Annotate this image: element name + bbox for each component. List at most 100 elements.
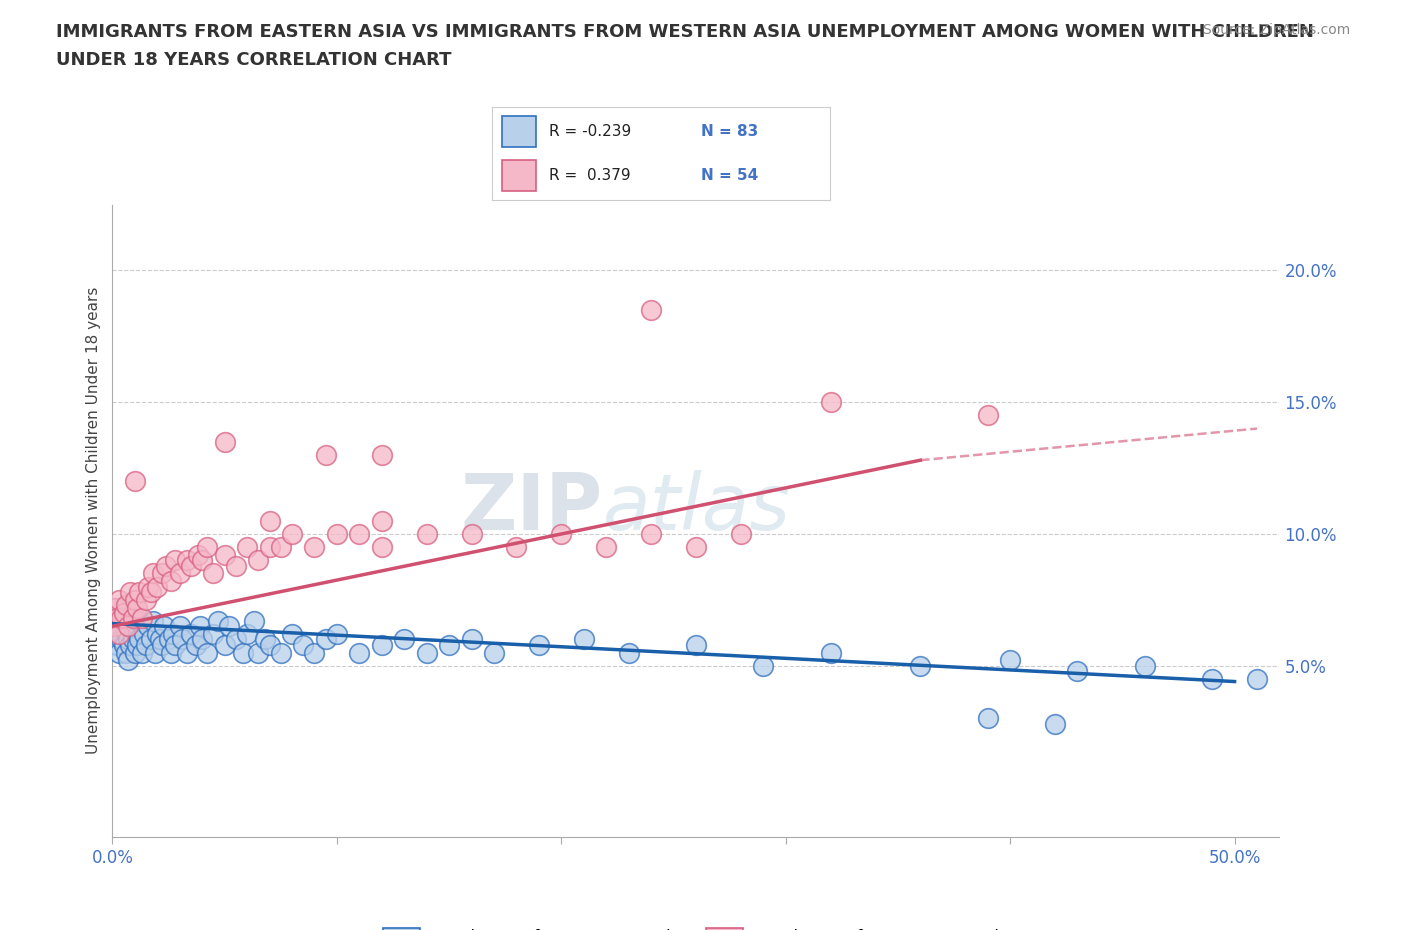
Point <box>976 711 998 726</box>
Text: N = 83: N = 83 <box>702 124 759 140</box>
Point <box>115 645 138 660</box>
Bar <box>502 160 536 191</box>
Text: IMMIGRANTS FROM EASTERN ASIA VS IMMIGRANTS FROM WESTERN ASIA UNEMPLOYMENT AMONG : IMMIGRANTS FROM EASTERN ASIA VS IMMIGRAN… <box>56 23 1315 41</box>
Point <box>572 632 595 647</box>
Point <box>104 601 127 616</box>
Point <box>121 632 143 647</box>
Point <box>976 408 998 423</box>
Text: R =  0.379: R = 0.379 <box>550 167 631 183</box>
Point <box>1043 716 1066 731</box>
Point <box>108 645 131 660</box>
Point <box>115 598 138 613</box>
Point <box>304 539 326 554</box>
Point <box>128 585 150 600</box>
Point <box>138 579 160 594</box>
Point <box>1133 658 1156 673</box>
Point <box>820 395 842 410</box>
Point <box>176 645 198 660</box>
Point <box>349 645 371 660</box>
Point <box>259 539 281 554</box>
Point <box>315 632 337 647</box>
Point <box>110 611 132 626</box>
Point <box>121 611 143 626</box>
Point <box>110 632 132 647</box>
Text: Source: ZipAtlas.com: Source: ZipAtlas.com <box>1202 23 1350 37</box>
Point <box>730 526 752 541</box>
Point <box>371 539 394 554</box>
Point <box>180 558 202 573</box>
Point <box>142 614 165 629</box>
Point <box>247 553 270 568</box>
Point <box>281 627 304 642</box>
Point <box>225 558 247 573</box>
Point <box>157 632 180 647</box>
Point <box>640 302 662 317</box>
Legend: Immigrants from Eastern Asia, Immigrants from Western Asia: Immigrants from Eastern Asia, Immigrants… <box>382 927 1010 930</box>
Point <box>120 585 142 600</box>
Point <box>1246 671 1268 686</box>
Point <box>371 447 394 462</box>
Point <box>138 618 160 633</box>
Point <box>105 637 128 652</box>
Point <box>415 645 437 660</box>
Text: N = 54: N = 54 <box>702 167 759 183</box>
Point <box>139 632 162 647</box>
Point <box>214 548 236 563</box>
Point <box>232 645 254 660</box>
Point <box>304 645 326 660</box>
Point <box>550 526 572 541</box>
Point <box>159 574 183 589</box>
Point <box>243 614 266 629</box>
Point <box>139 585 162 600</box>
Point <box>281 526 304 541</box>
Point <box>104 601 127 616</box>
Point <box>149 632 172 647</box>
Point <box>108 592 131 607</box>
Point <box>218 618 240 633</box>
Point <box>135 592 157 607</box>
Point <box>104 627 127 642</box>
Point <box>259 513 281 528</box>
Point <box>191 553 214 568</box>
Point <box>195 539 218 554</box>
Point <box>176 553 198 568</box>
Point <box>131 611 153 626</box>
Point <box>180 627 202 642</box>
Point <box>159 645 183 660</box>
Point <box>124 645 146 660</box>
Point <box>184 637 207 652</box>
Point <box>153 618 176 633</box>
Point <box>392 632 416 647</box>
Point <box>349 526 371 541</box>
Point <box>104 611 127 626</box>
Point <box>191 632 214 647</box>
Text: R = -0.239: R = -0.239 <box>550 124 631 140</box>
Point <box>225 632 247 647</box>
Point <box>104 618 127 633</box>
Point <box>415 526 437 541</box>
Point <box>117 653 139 668</box>
Point <box>202 566 225 581</box>
Point <box>117 618 139 633</box>
Point <box>162 627 184 642</box>
Point <box>820 645 842 660</box>
Text: UNDER 18 YEARS CORRELATION CHART: UNDER 18 YEARS CORRELATION CHART <box>56 51 451 69</box>
Point <box>117 632 139 647</box>
Point <box>214 637 236 652</box>
Bar <box>502 116 536 147</box>
Point <box>202 627 225 642</box>
Point <box>105 611 128 626</box>
Point <box>315 447 337 462</box>
Text: ZIP: ZIP <box>460 471 603 546</box>
Point <box>460 632 482 647</box>
Point <box>371 637 394 652</box>
Point <box>143 645 166 660</box>
Point <box>132 627 155 642</box>
Point <box>259 637 281 652</box>
Point <box>146 579 169 594</box>
Point <box>910 658 932 673</box>
Point <box>214 434 236 449</box>
Point <box>482 645 505 660</box>
Point <box>371 513 394 528</box>
Point <box>155 558 177 573</box>
